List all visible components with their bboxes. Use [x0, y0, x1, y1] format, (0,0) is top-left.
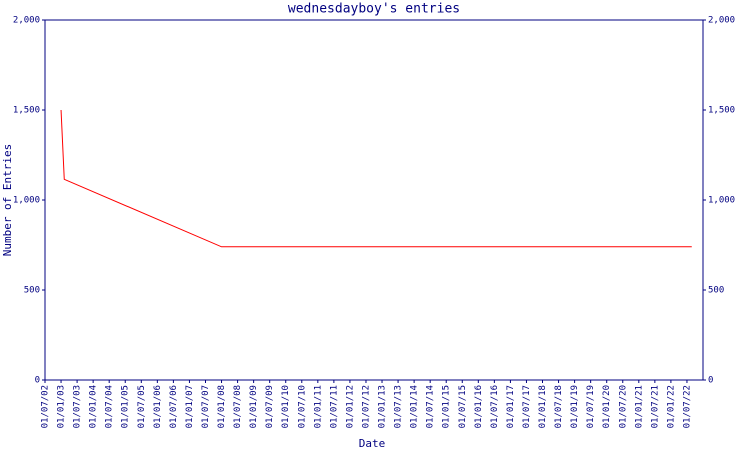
x-tick-label: 01/07/16 [490, 385, 500, 428]
x-tick-label: 01/07/10 [297, 385, 307, 428]
y2-tick-label: 1,500 [708, 106, 735, 116]
x-tick-label: 01/07/08 [233, 385, 243, 428]
x-tick-label: 01/07/03 [73, 385, 83, 428]
x-tick-label: 01/01/12 [345, 385, 355, 428]
x-tick-label: 01/07/02 [41, 385, 51, 428]
x-tick-label: 01/07/06 [169, 385, 179, 428]
y2-tick-label: 500 [708, 286, 724, 296]
x-tick-label: 01/07/17 [522, 385, 532, 428]
x-tick-label: 01/07/09 [265, 385, 275, 428]
x-tick-label: 01/01/21 [634, 385, 644, 428]
y2-tick-label: 0 [708, 376, 713, 386]
x-tick-label: 01/01/10 [281, 385, 291, 428]
x-tick-label: 01/01/17 [506, 385, 516, 428]
y-tick-label: 2,000 [13, 16, 40, 26]
data-line [60, 109, 692, 248]
x-tick-label: 01/01/06 [153, 385, 163, 428]
x-tick-label: 01/01/15 [442, 385, 452, 428]
x-tick-label: 01/01/07 [185, 385, 195, 428]
x-tick-label: 01/07/18 [554, 385, 564, 428]
x-tick-label: 01/07/15 [458, 385, 468, 428]
y-axis-title: Number of Entries [1, 144, 14, 257]
x-tick-label: 01/01/22 [666, 385, 676, 428]
x-tick-label: 01/07/19 [586, 385, 596, 428]
x-tick-label: 01/01/18 [538, 385, 548, 428]
x-tick-label: 01/01/20 [602, 385, 612, 428]
x-tick-label: 01/01/19 [570, 385, 580, 428]
x-tick-label: 01/07/14 [426, 385, 436, 428]
x-tick-label: 01/01/09 [249, 385, 259, 428]
y2-tick-label: 1,000 [708, 196, 735, 206]
y-tick-label: 0 [35, 376, 40, 386]
x-tick-label: 01/07/12 [361, 385, 371, 428]
x-tick-label: 01/01/03 [57, 385, 67, 428]
y-tick-label: 1,500 [13, 106, 40, 116]
x-tick-label: 01/01/14 [410, 385, 420, 428]
y-tick-label: 500 [24, 286, 40, 296]
x-tick-label: 01/07/20 [618, 385, 628, 428]
y2-tick-label: 2,000 [708, 16, 735, 26]
x-tick-label: 01/01/11 [313, 385, 323, 428]
x-tick-label: 01/01/05 [121, 385, 131, 428]
x-tick-label: 01/07/07 [201, 385, 211, 428]
x-axis-title: Date [359, 437, 386, 450]
y-tick-label: 1,000 [13, 196, 40, 206]
x-tick-label: 01/07/21 [650, 385, 660, 428]
x-tick-label: 01/01/13 [378, 385, 388, 428]
x-tick-label: 01/07/11 [329, 385, 339, 428]
x-tick-label: 01/07/05 [137, 385, 147, 428]
x-tick-label: 01/07/04 [105, 385, 115, 428]
x-tick-label: 01/01/04 [89, 385, 99, 428]
x-tick-label: 01/07/22 [682, 385, 692, 428]
x-tick-label: 01/07/13 [394, 385, 404, 428]
x-tick-label: 01/01/08 [217, 385, 227, 428]
x-tick-label: 01/01/16 [474, 385, 484, 428]
chart-title: wednesdayboy's entries [288, 2, 460, 17]
